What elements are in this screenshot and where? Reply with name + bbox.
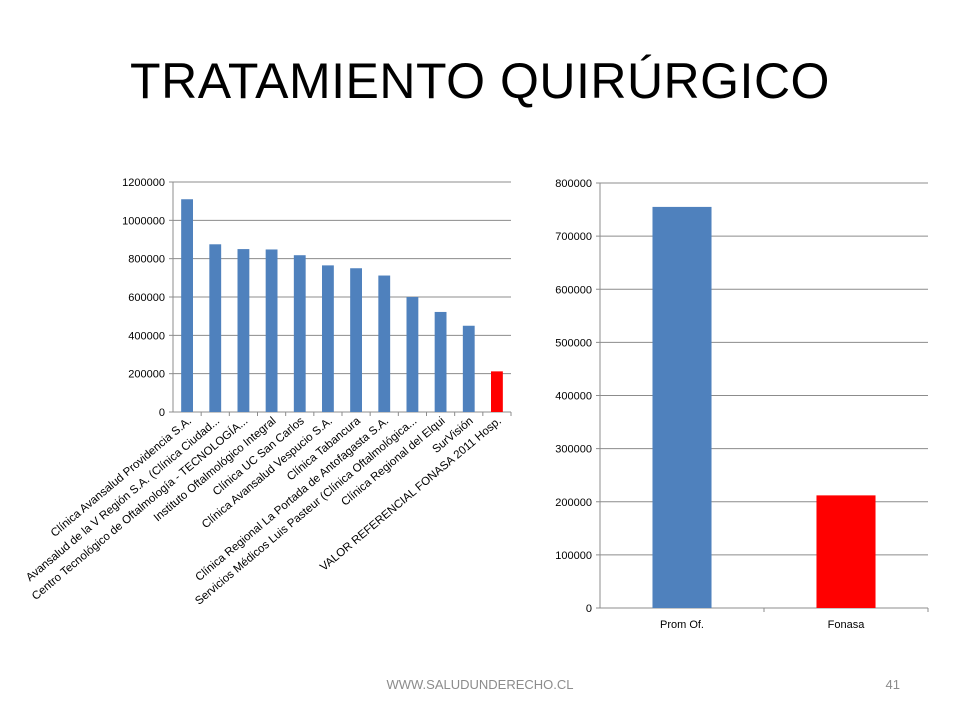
bar — [265, 249, 278, 412]
bar — [181, 199, 193, 412]
y-tick-label: 200000 — [555, 497, 592, 509]
y-tick-label: 600000 — [555, 284, 592, 296]
y-tick-label: 400000 — [128, 330, 165, 342]
y-tick-label: 0 — [586, 603, 592, 615]
bar — [293, 255, 306, 412]
bar — [209, 244, 222, 412]
y-tick-label: 300000 — [555, 444, 592, 456]
y-tick-label: 800000 — [128, 254, 165, 266]
y-tick-label: 1000000 — [122, 215, 165, 227]
bar — [322, 265, 334, 412]
category-label: Prom Of. — [660, 619, 704, 631]
bar — [652, 206, 712, 608]
bar — [406, 297, 419, 412]
y-tick-label: 0 — [159, 407, 165, 419]
bar — [350, 268, 362, 412]
y-tick-label: 500000 — [555, 337, 592, 349]
y-tick-label: 200000 — [128, 369, 165, 381]
y-tick-label: 100000 — [555, 550, 592, 562]
y-tick-label: 600000 — [128, 292, 165, 304]
y-tick-label: 700000 — [555, 231, 592, 243]
footer-url: WWW.SALUDUNDERECHO.CL — [386, 677, 574, 692]
bar — [237, 249, 250, 412]
bar — [491, 371, 503, 412]
bar — [378, 275, 391, 412]
bar — [462, 325, 475, 412]
page-number: 41 — [885, 677, 900, 692]
y-tick-label: 400000 — [555, 391, 592, 403]
y-tick-label: 1200000 — [122, 177, 165, 189]
bar — [434, 311, 447, 412]
bar — [816, 495, 876, 608]
y-tick-label: 800000 — [555, 178, 592, 190]
category-label: Fonasa — [828, 619, 866, 631]
slide-title: TRATAMIENTO QUIRÚRGICO — [130, 53, 830, 109]
